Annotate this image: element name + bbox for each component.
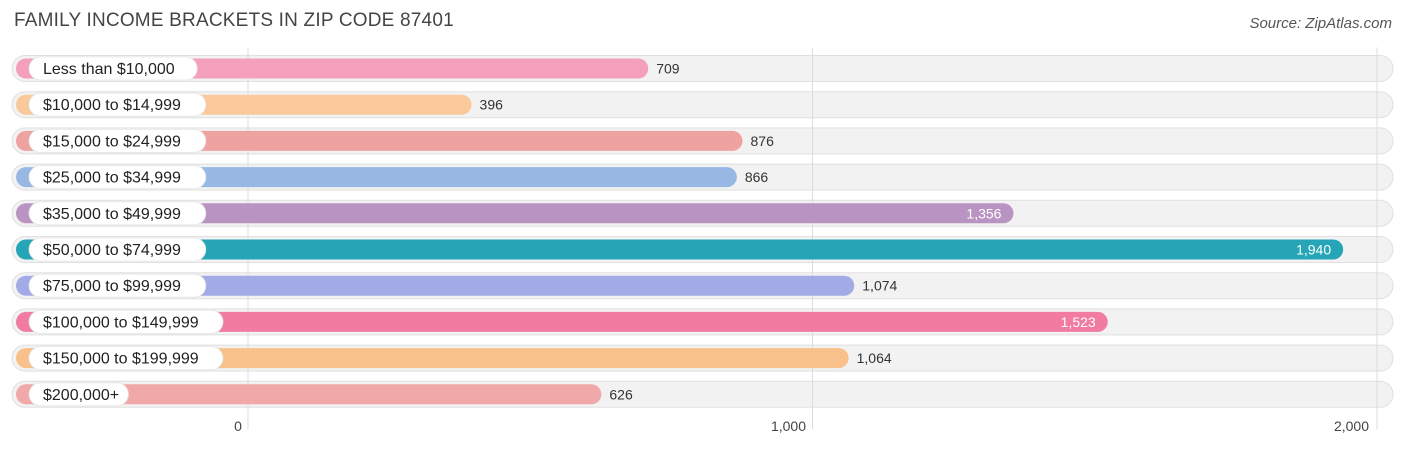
bar-row: $150,000 to $199,999 1,064 (16, 346, 892, 371)
bar-label: $200,000+ (43, 387, 119, 404)
bar-row: $200,000+ 626 (16, 382, 633, 407)
x-tick-label: 1,000 (771, 418, 806, 434)
bars: Less than $10,000 709 $10,000 to $14,999 39… (16, 56, 1344, 407)
x-tick-label: 2,000 (1334, 418, 1369, 434)
bar (16, 311, 1108, 332)
bar-label-pill (28, 346, 224, 371)
data-label: 1,074 (862, 278, 897, 294)
bar-label: Less than $10,000 (43, 61, 175, 78)
bar-label-pill (28, 273, 207, 298)
chart-title: FAMILY INCOME BRACKETS IN ZIP CODE 87401 (14, 10, 454, 31)
bar (16, 275, 855, 296)
bar-row: $75,000 to $99,999 1,074 (16, 273, 898, 298)
bar-row: $25,000 to $34,999 866 (16, 165, 769, 190)
bar-label-pill (28, 309, 224, 334)
bar-label: $150,000 to $199,999 (43, 351, 199, 368)
bar (16, 239, 1344, 260)
bar-label-pill (28, 237, 207, 262)
data-label: 396 (480, 97, 504, 113)
data-label: 1,523 (1061, 314, 1096, 330)
bar (16, 203, 1014, 224)
bar-label: $35,000 to $49,999 (43, 206, 181, 223)
bar-label: $100,000 to $149,999 (43, 314, 199, 331)
bar (16, 384, 602, 405)
bar-label: $75,000 to $99,999 (43, 278, 181, 295)
bar-row: $50,000 to $74,999 1,940 (16, 237, 1344, 262)
x-axis-ticks: 0 1,000 2,000 (234, 418, 1369, 434)
chart-source: Source: ZipAtlas.com (1249, 15, 1392, 32)
data-label: 1,064 (857, 350, 892, 366)
data-label: 876 (751, 133, 775, 149)
bar-label-pill (28, 92, 207, 117)
data-label: 626 (609, 386, 633, 402)
bar-label-pill (28, 201, 207, 226)
bar-label-pill (28, 382, 129, 407)
bar-row: $15,000 to $24,999 876 (16, 128, 775, 153)
bar-label: $10,000 to $14,999 (43, 97, 181, 114)
bar-row: $100,000 to $149,999 1,523 (16, 309, 1108, 334)
data-label: 866 (745, 169, 769, 185)
bar-label-pill (28, 165, 207, 190)
bar-label: $25,000 to $34,999 (43, 170, 181, 187)
data-label: 709 (656, 61, 680, 77)
bar-row: $10,000 to $14,999 396 (16, 92, 504, 117)
bar-label: $15,000 to $24,999 (43, 133, 181, 150)
bar-label-pill (28, 128, 207, 153)
x-tick-label: 0 (234, 418, 242, 434)
bar (16, 348, 849, 369)
bar-row: Less than $10,000 709 (16, 56, 680, 81)
data-label: 1,356 (966, 205, 1001, 221)
bar-label-pill (28, 56, 198, 81)
data-label: 1,940 (1296, 242, 1331, 258)
bar-label: $50,000 to $74,999 (43, 242, 181, 259)
bar-row: $35,000 to $49,999 1,356 (16, 201, 1014, 226)
